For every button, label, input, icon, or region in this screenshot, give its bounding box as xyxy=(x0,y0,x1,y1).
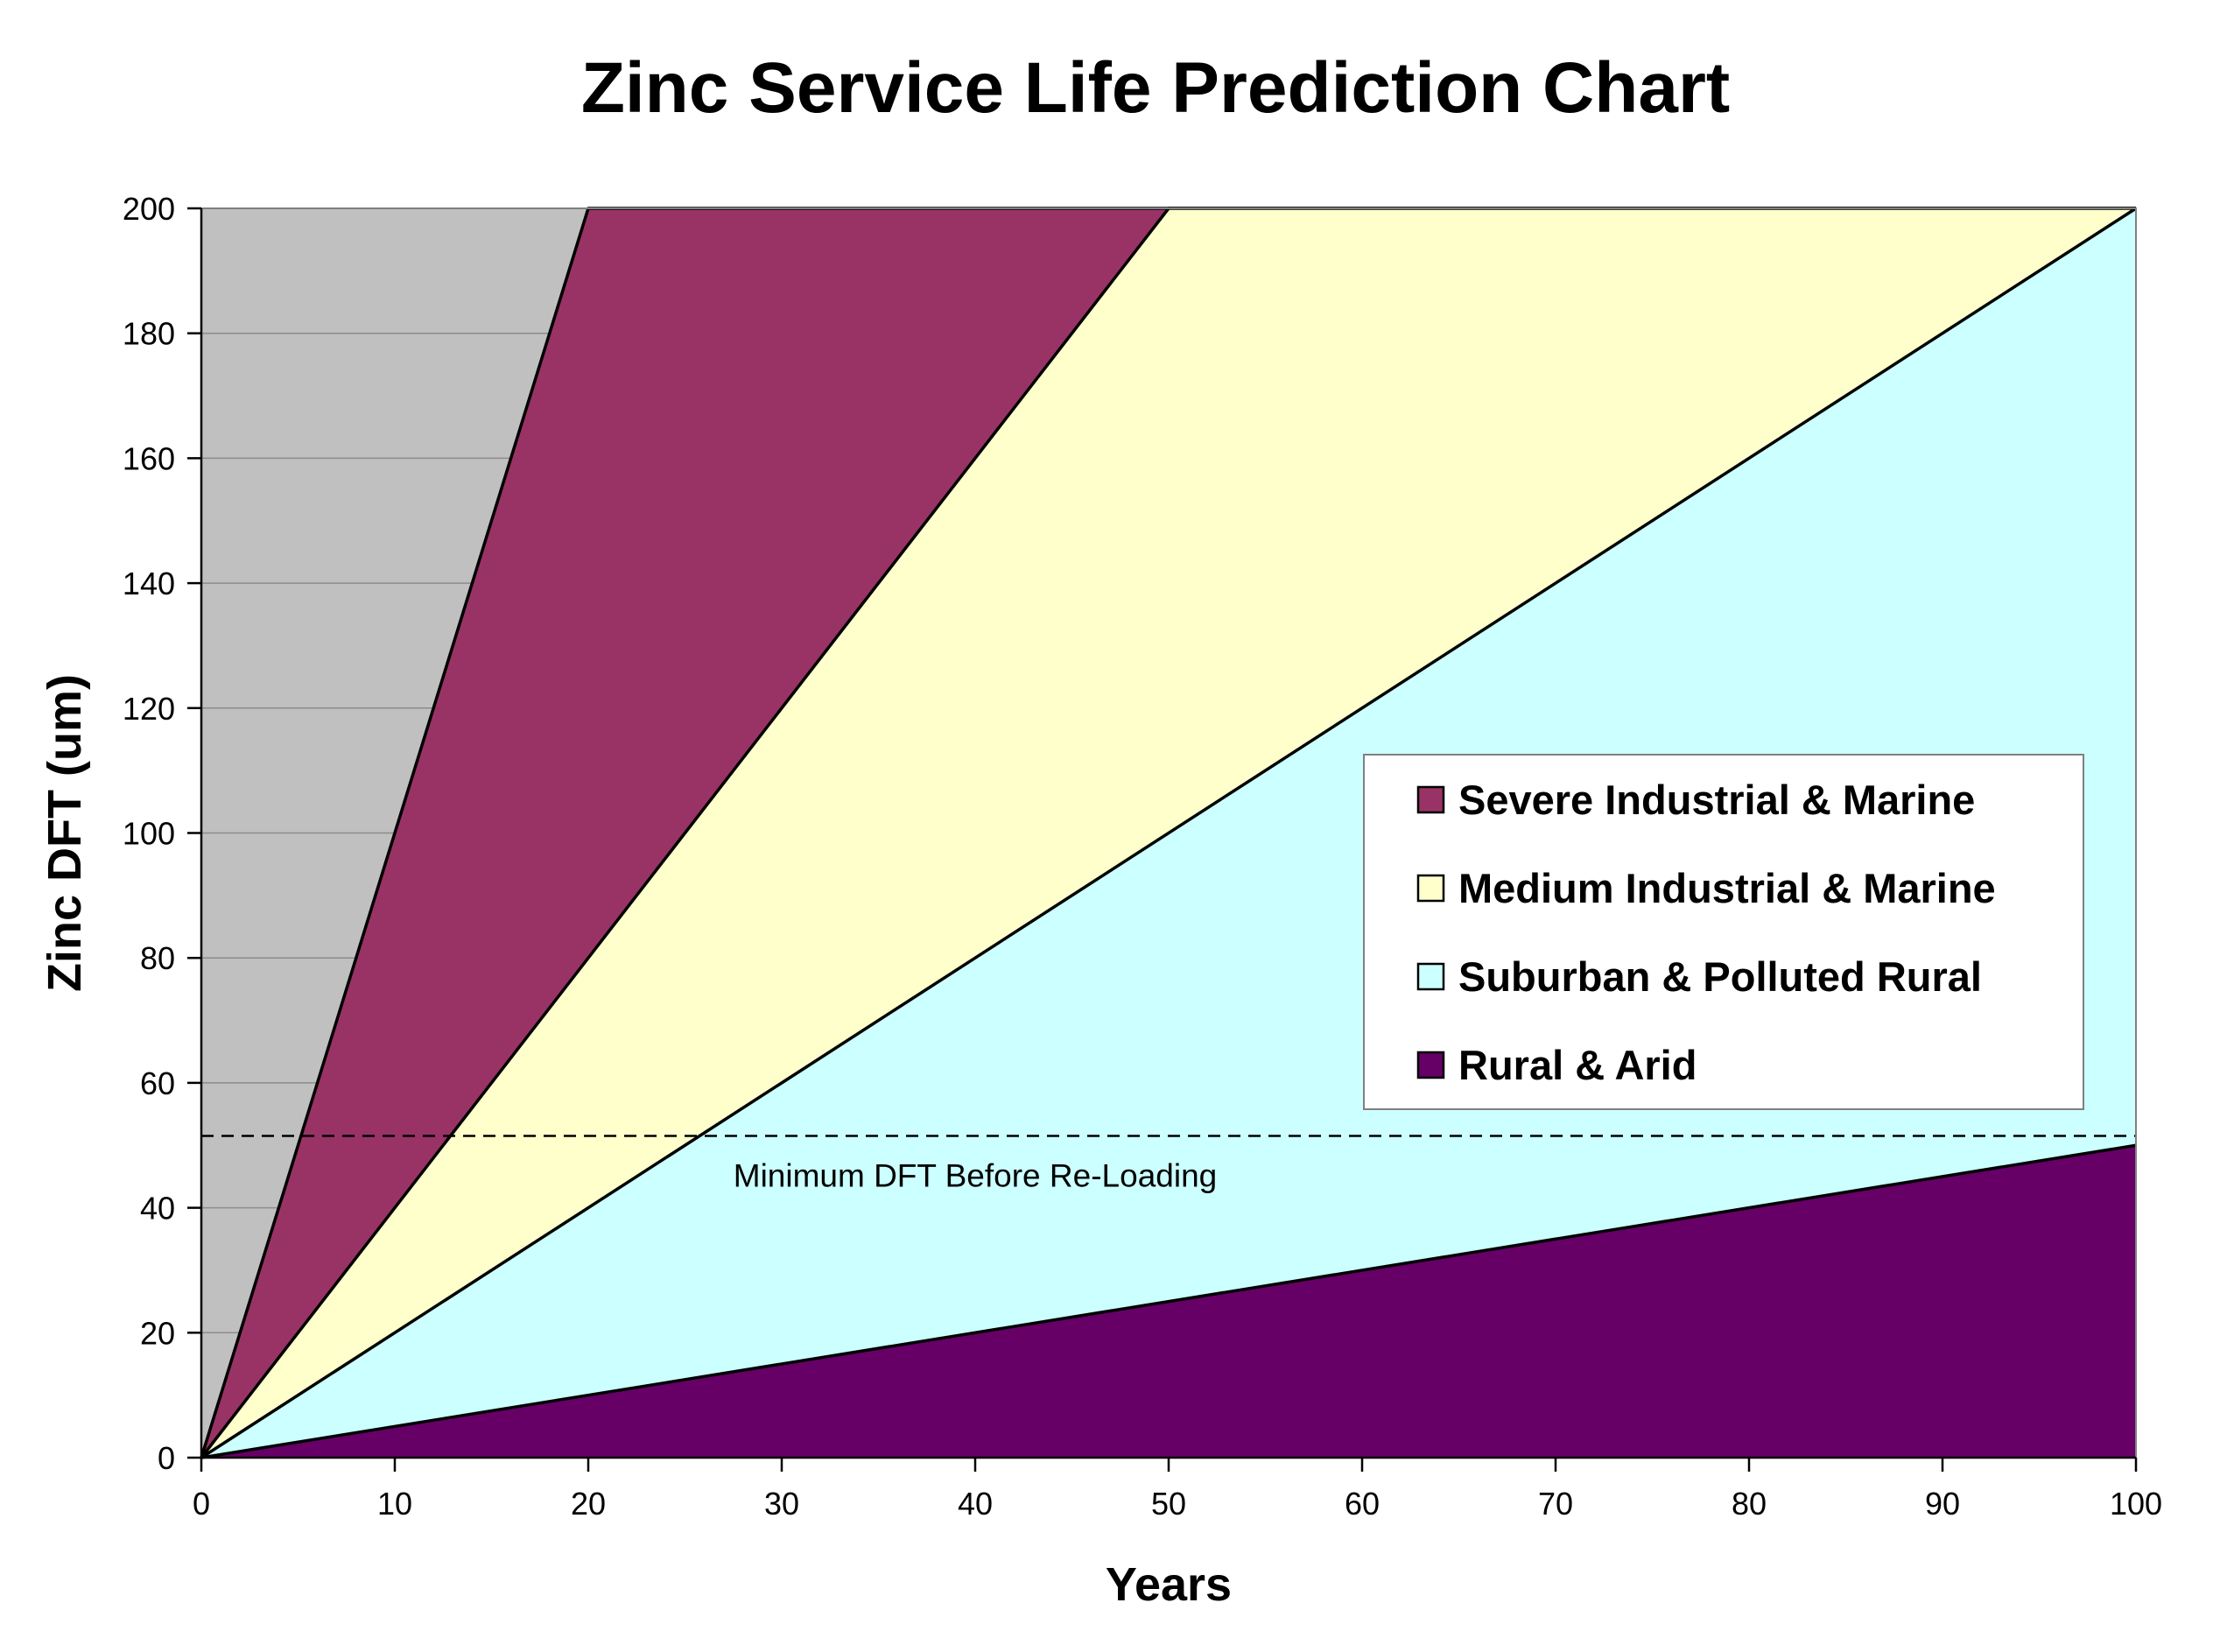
x-tick-label: 10 xyxy=(377,1486,412,1522)
y-tick-label: 160 xyxy=(123,440,175,476)
y-tick-label: 200 xyxy=(123,191,175,227)
legend-label-3: Suburban & Polluted Rural xyxy=(1458,953,1982,1000)
y-tick-label: 20 xyxy=(140,1315,175,1351)
chart-title: Zinc Service Life Prediction Chart xyxy=(581,48,1730,128)
x-tick-label: 100 xyxy=(2110,1486,2162,1522)
x-tick-label: 60 xyxy=(1345,1486,1380,1522)
y-axis-title: Zinc DFT (um) xyxy=(39,674,91,992)
y-tick-label: 40 xyxy=(140,1191,175,1227)
y-tick-label: 60 xyxy=(140,1065,175,1101)
legend-label-1: Severe Industrial & Marine xyxy=(1458,777,1975,823)
x-tick-label: 0 xyxy=(193,1486,210,1522)
y-tick-label: 100 xyxy=(123,816,175,852)
x-axis-ticks: 0 10 20 30 40 50 60 70 80 90 100 xyxy=(193,1456,2162,1522)
y-tick-label: 0 xyxy=(158,1440,175,1476)
x-tick-label: 80 xyxy=(1732,1486,1767,1522)
x-axis-title: Years xyxy=(1106,1558,1232,1611)
area-series xyxy=(200,207,2137,1459)
x-tick-label: 30 xyxy=(764,1486,799,1522)
legend-swatch-3 xyxy=(1416,962,1445,991)
y-tick-label: 120 xyxy=(123,691,175,727)
legend: Severe Industrial & Marine Medium Industr… xyxy=(1363,754,2084,1110)
x-tick-label: 70 xyxy=(1538,1486,1573,1522)
x-tick-label: 40 xyxy=(958,1486,993,1522)
legend-label-2: Medium Industrial & Marine xyxy=(1458,865,1996,911)
legend-box xyxy=(1363,754,2084,1110)
x-tick-label: 50 xyxy=(1151,1486,1186,1522)
y-tick-label: 140 xyxy=(123,566,175,601)
legend-swatch-1 xyxy=(1416,785,1445,814)
legend-swatch-4 xyxy=(1416,1051,1445,1079)
series-line-4 xyxy=(200,1143,2137,1459)
x-tick-label: 90 xyxy=(1925,1486,1960,1522)
y-tick-label: 180 xyxy=(123,316,175,352)
plot-area: Minimum DFT Before Re-Loading xyxy=(200,207,2137,1459)
y-tick-label: 80 xyxy=(140,940,175,976)
y-axis-ticks: 0 20 40 60 80 100 120 140 160 180 200 xyxy=(123,191,203,1476)
series-line-3 xyxy=(200,207,2137,1459)
legend-label-4: Rural & Arid xyxy=(1458,1042,1697,1088)
minimum-dft-label: Minimum DFT Before Re-Loading xyxy=(734,1158,1217,1194)
x-tick-label: 20 xyxy=(571,1486,606,1522)
legend-swatch-2 xyxy=(1416,874,1445,903)
